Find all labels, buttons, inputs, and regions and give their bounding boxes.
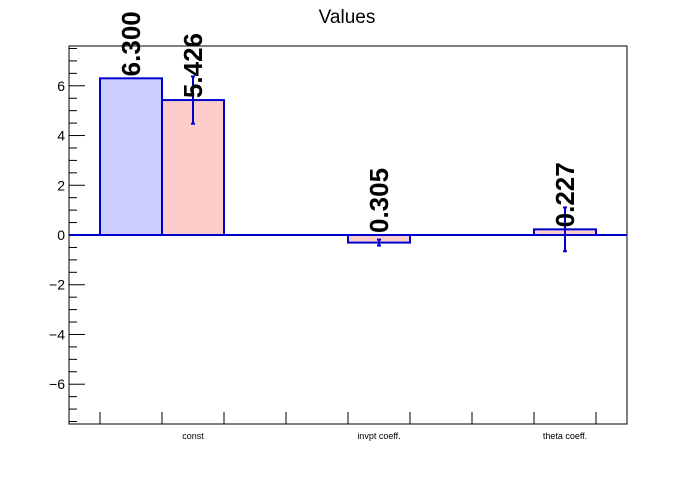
x-category-label: invpt coeff.: [357, 431, 400, 441]
chart-title: Values: [319, 7, 376, 28]
y-tick-label: −2: [49, 277, 65, 293]
bar-value-label: 0.227: [550, 162, 580, 227]
x-category-label: theta coeff.: [543, 431, 587, 441]
y-tick-label: −6: [49, 376, 65, 392]
bar-value-label: 5.426: [178, 33, 208, 98]
bar: [99, 77, 163, 236]
bar-value-label: 6.300: [116, 11, 146, 76]
y-tick-label: 0: [57, 227, 65, 243]
y-tick-label: 4: [57, 128, 65, 144]
y-tick-label: 6: [57, 78, 65, 94]
y-tick-label: 2: [57, 177, 65, 193]
y-tick-label: −4: [49, 326, 65, 342]
bar-value-label: 0.305: [364, 168, 394, 233]
x-category-label: const: [182, 431, 204, 441]
